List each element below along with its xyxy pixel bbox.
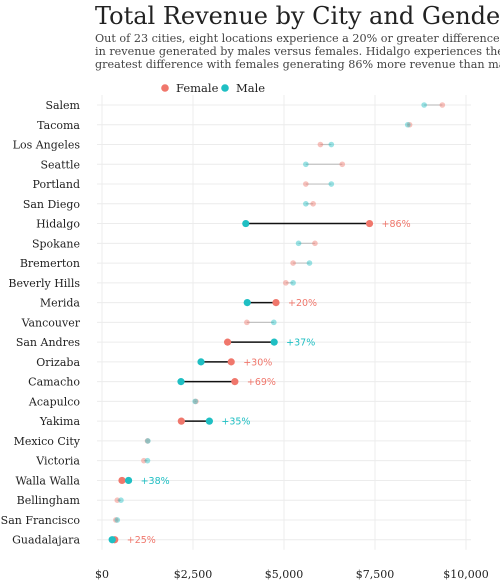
- female-point: [312, 240, 318, 247]
- female-point: [223, 338, 232, 346]
- female-point: [339, 161, 346, 168]
- x-tick-label: $2,500: [174, 568, 213, 581]
- female-point: [439, 102, 446, 108]
- difference-label: +69%: [247, 377, 276, 388]
- male-point: [205, 417, 213, 425]
- city-label: Beverly Hills: [8, 277, 80, 290]
- female-point: [118, 476, 126, 485]
- female-point: [365, 219, 374, 228]
- city-label: San Andres: [16, 336, 81, 349]
- male-point: [271, 319, 277, 326]
- female-point: [283, 280, 289, 286]
- female-point: [193, 398, 199, 405]
- female-point: [144, 438, 151, 444]
- plot-marks: +86% +20% +37% +30% +69% +35% +38% +25%: [108, 102, 446, 546]
- male-point: [124, 476, 133, 485]
- city-label: Mexico City: [14, 435, 81, 448]
- legend-female-swatch: [161, 84, 169, 92]
- city-label: Camacho: [28, 376, 80, 389]
- city-label: Hidalgo: [36, 218, 80, 231]
- city-label: Portland: [33, 178, 80, 191]
- female-point: [272, 299, 280, 307]
- city-label: Bellingham: [17, 494, 81, 507]
- city-label: Bremerton: [20, 257, 80, 270]
- female-point: [141, 457, 147, 464]
- chart-subtitle-line-2: in revenue generated by males versus fem…: [95, 45, 500, 58]
- difference-label: +86%: [382, 219, 411, 230]
- male-point: [145, 438, 151, 444]
- female-point: [310, 201, 316, 207]
- city-label: Tacoma: [37, 119, 80, 132]
- difference-label: +20%: [288, 298, 317, 309]
- city-label: Guadalajara: [12, 534, 80, 547]
- female-point: [290, 260, 296, 266]
- city-label: Walla Walla: [15, 474, 80, 487]
- male-point: [243, 299, 251, 307]
- x-tick-label: $5,000: [265, 568, 304, 581]
- male-point: [290, 280, 296, 286]
- female-point: [244, 319, 250, 326]
- legend-male-swatch: [221, 84, 229, 92]
- chart-subtitle-line-3: greatest difference with females generat…: [95, 58, 500, 71]
- city-label: Merida: [40, 297, 81, 310]
- city-label: Spokane: [32, 237, 80, 250]
- male-point: [328, 181, 335, 187]
- male-point: [404, 121, 411, 128]
- male-point: [295, 240, 302, 247]
- female-point: [406, 121, 413, 128]
- difference-label: +25%: [127, 535, 156, 546]
- male-point: [303, 201, 309, 207]
- legend-male-label: Male: [236, 81, 265, 95]
- difference-label: +37%: [286, 338, 315, 349]
- male-point: [144, 457, 151, 464]
- city-label: San Diego: [23, 198, 81, 211]
- legend-female-label: Female: [176, 81, 219, 95]
- male-point: [242, 219, 250, 228]
- male-point: [270, 338, 278, 346]
- revenue-axis-labels: $0 $2,500 $5,000 $7,500 $10,000: [95, 568, 489, 581]
- female-point: [113, 517, 119, 523]
- male-point: [421, 102, 427, 108]
- x-tick-label: $0: [95, 568, 109, 581]
- x-tick-label: $10,000: [443, 568, 489, 581]
- city-label: Victoria: [35, 455, 80, 468]
- female-point: [317, 141, 324, 148]
- difference-label: +38%: [141, 476, 170, 487]
- female-point: [177, 417, 185, 425]
- gridlines: [97, 95, 471, 550]
- city-label: San Francisco: [1, 514, 81, 527]
- male-point: [328, 141, 335, 148]
- city-label: Orizaba: [36, 356, 80, 369]
- male-point: [118, 497, 124, 504]
- chart-title: Total Revenue by City and Gender: [95, 2, 500, 30]
- female-point: [231, 378, 239, 386]
- male-point: [108, 536, 116, 544]
- city-axis-labels: Salem Tacoma Los Angeles Seattle Portland San…: [1, 99, 81, 547]
- city-label: Yakima: [39, 415, 81, 428]
- male-point: [303, 161, 309, 168]
- city-label: Acapulco: [28, 395, 80, 408]
- chart-subtitle-line-1: Out of 23 cities, eight locations experi…: [95, 32, 500, 45]
- legend: Female Male: [161, 81, 265, 95]
- difference-label: +30%: [243, 357, 272, 368]
- male-point: [192, 398, 198, 405]
- male-point: [306, 260, 313, 266]
- male-point: [177, 378, 185, 386]
- male-point: [114, 517, 121, 523]
- city-label: Salem: [45, 99, 80, 112]
- difference-label: +35%: [221, 417, 250, 428]
- city-label: Seattle: [41, 158, 80, 171]
- female-point: [227, 358, 235, 366]
- female-point: [114, 497, 121, 504]
- city-label: Vancouver: [21, 316, 81, 329]
- city-label: Los Angeles: [13, 139, 81, 152]
- female-point: [303, 181, 309, 187]
- male-point: [197, 358, 205, 366]
- x-tick-label: $7,500: [356, 568, 395, 581]
